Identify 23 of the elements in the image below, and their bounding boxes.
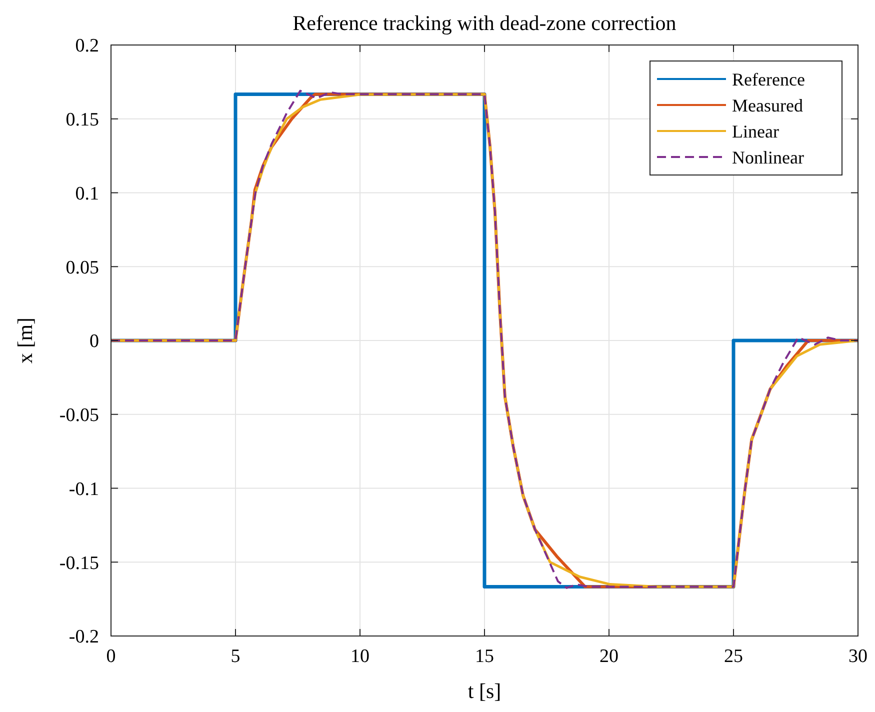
y-tick-label: -0.15 <box>59 552 99 574</box>
y-tick-label: 0.15 <box>66 110 99 131</box>
legend-label: Nonlinear <box>732 147 804 168</box>
x-tick-label: 20 <box>600 646 618 667</box>
legend-label: Reference <box>732 69 805 90</box>
x-tick-label: 5 <box>230 646 240 667</box>
y-tick-label: 0.1 <box>75 183 99 204</box>
y-tick-label: 0.2 <box>75 36 99 57</box>
y-tick-label: -0.05 <box>59 405 99 426</box>
y-tick-label: 0 <box>90 331 99 352</box>
chart-title: Reference tracking with dead-zone correction <box>292 11 677 35</box>
y-tick-label: 0.05 <box>66 257 99 278</box>
x-tick-label: 30 <box>848 646 868 667</box>
x-tick-label: 25 <box>724 646 743 667</box>
x-axis-title: t [s] <box>468 679 502 703</box>
x-tick-label: 10 <box>350 646 370 667</box>
y-tick-label: -0.2 <box>68 626 99 648</box>
x-tick-label: 0 <box>106 646 116 667</box>
y-tick-label: -0.1 <box>68 478 99 500</box>
y-axis-title: x [m] <box>13 317 37 364</box>
x-tick-label: 15 <box>475 646 494 667</box>
legend-label: Linear <box>732 121 779 142</box>
legend-label: Measured <box>732 95 803 116</box>
